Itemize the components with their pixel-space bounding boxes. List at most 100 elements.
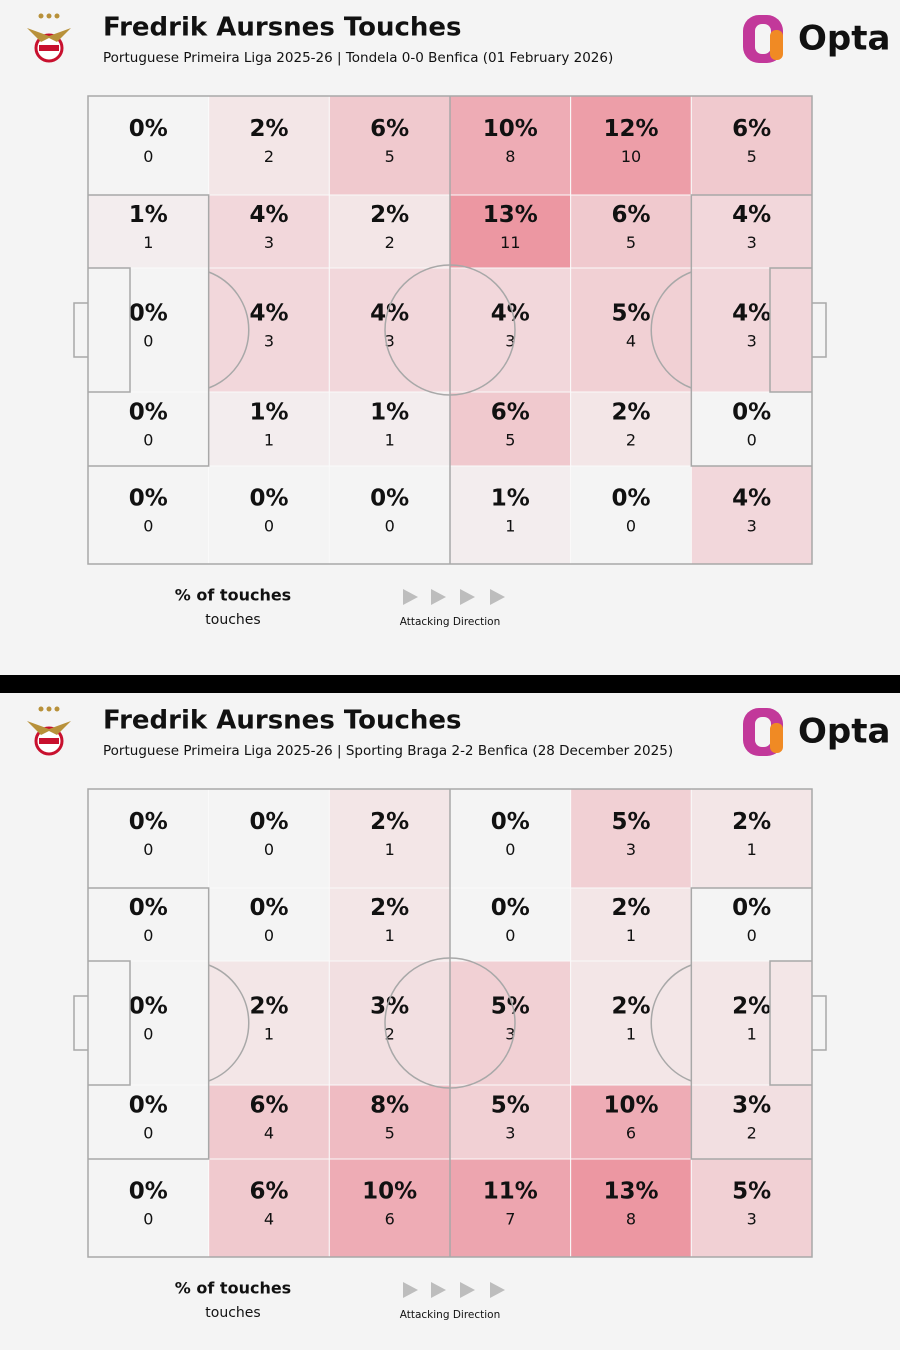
cell-count: 3 [264,332,274,351]
heat-cell [570,465,692,565]
cell-percent: 6% [732,116,771,142]
cell-count: 0 [143,1025,153,1044]
heat-cell [570,788,692,889]
title: Fredrik Aursnes Touches [103,13,462,43]
brand-icon-inner [755,717,771,747]
pitch-line [87,95,813,565]
cell-percent: 5% [611,809,650,835]
cell-count: 0 [264,840,274,859]
cell-percent: 6% [611,202,650,228]
pitch-line [650,964,692,1082]
cell-percent: 6% [370,116,409,142]
separator [0,675,900,693]
heat-cell [449,194,572,269]
direction-arrow [403,1282,418,1298]
cell-percent: 8% [370,1093,409,1119]
cell-count: 5 [626,233,636,252]
cell-count: 0 [143,1124,153,1143]
heat-cell [570,95,692,196]
cell-count: 0 [143,926,153,945]
direction-label: Attacking Direction [400,1309,501,1321]
cell-percent: 10% [362,1179,417,1205]
brand-name: Opta [798,19,890,59]
cell-count: 0 [143,147,153,166]
heat-cell [208,95,330,196]
cell-percent: 6% [491,400,530,426]
cell-percent: 0% [611,486,650,512]
heat-cell [690,465,813,565]
cell-percent: 1% [129,202,168,228]
pitch-line [208,271,250,389]
cell-percent: 2% [611,400,650,426]
heat-cell [87,267,210,393]
heat-cell [328,194,451,269]
cell-percent: 5% [491,1093,530,1119]
pitch-line [87,788,813,1258]
cell-percent: 0% [732,895,771,921]
heat-cell [87,95,210,196]
heat-cell [449,887,572,962]
cell-percent: 0% [370,486,409,512]
cell-count: 0 [626,517,636,536]
pitch-line [769,267,812,393]
cell-count: 1 [143,233,153,252]
heat-cell [87,465,210,565]
heat-cell [208,788,330,889]
heat-cell [449,391,572,467]
cell-percent: 12% [603,116,658,142]
cell-count: 1 [747,840,757,859]
cell-percent: 3% [732,1093,771,1119]
cell-count: 5 [505,431,515,450]
heat-cell [570,1158,692,1258]
brand-name: Opta [798,712,890,752]
cell-count: 0 [143,431,153,450]
cell-count: 1 [385,926,395,945]
cell-count: 4 [264,1210,274,1229]
heat-cell [570,391,692,467]
pitch-line [208,964,250,1082]
cell-count: 0 [385,517,395,536]
cell-count: 1 [747,1025,757,1044]
heat-cell [208,267,330,393]
panel: Fredrik Aursnes Touches Portuguese Primei… [27,706,890,1321]
heat-cell [570,194,692,269]
heat-cell [690,95,813,196]
logo-star [38,13,44,19]
heat-cell [328,960,451,1086]
cell-count: 0 [264,517,274,536]
logo-star [38,706,44,712]
direction-arrow [460,589,475,605]
legend-subtitle: touches [205,612,260,628]
direction-arrow [490,1282,505,1298]
cell-count: 4 [626,332,636,351]
cell-count: 2 [747,1124,757,1143]
cell-percent: 4% [732,486,771,512]
cell-count: 3 [747,1210,757,1229]
logo-star [46,13,52,19]
brand-icon-accent [770,30,783,60]
heat-cell [328,95,451,196]
pitch-line [73,302,88,358]
cell-count: 5 [385,1124,395,1143]
center-circle [384,957,516,1089]
cell-percent: 13% [603,1179,658,1205]
direction-arrow [431,589,446,605]
heat-cell [690,788,813,889]
cell-count: 2 [385,233,395,252]
cell-count: 0 [143,1210,153,1229]
cell-percent: 0% [732,400,771,426]
logo-star [54,13,60,19]
pitch-line [88,267,131,393]
cell-percent: 0% [129,400,168,426]
club-logo [27,706,71,756]
cell-count: 0 [505,926,515,945]
cell-count: 1 [505,517,515,536]
cell-count: 6 [385,1210,395,1229]
cell-count: 1 [385,431,395,450]
heat-cell [449,465,572,565]
cell-count: 8 [626,1210,636,1229]
cell-percent: 1% [491,486,530,512]
cell-count: 0 [143,840,153,859]
heat-cell [690,960,813,1086]
cell-percent: 2% [249,994,288,1020]
